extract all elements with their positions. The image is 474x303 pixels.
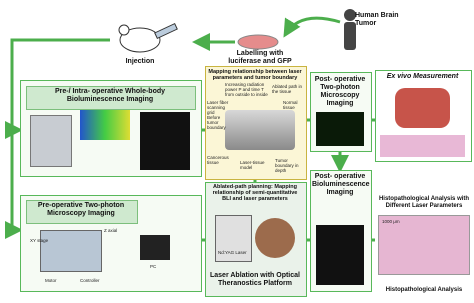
label: Post- operative Bioluminescence Imaging bbox=[312, 173, 370, 196]
annotation: Z axial bbox=[104, 228, 118, 233]
annotation: Cancerous tissue bbox=[207, 155, 229, 165]
label: Labelling with luciferase and GFP bbox=[228, 50, 292, 65]
label: Pre-operative Two-photon Microscopy Imag… bbox=[37, 202, 125, 217]
label: Pre-/ Intra- operative Whole-body Biolum… bbox=[54, 88, 166, 103]
label: Injection bbox=[125, 58, 155, 65]
annotation: Increasing radiation power P and time T … bbox=[225, 82, 268, 97]
label: Human Brain Tumor bbox=[355, 12, 399, 27]
annotation: PC bbox=[150, 264, 157, 269]
annotation: Controller bbox=[80, 278, 100, 283]
label: Mapping relationship between laser param… bbox=[208, 69, 302, 81]
tissue-image bbox=[395, 88, 450, 128]
laser-image bbox=[215, 215, 252, 262]
annotation: Laser fiber scanning grid bbox=[207, 100, 229, 115]
annotation: 1000 μm bbox=[382, 219, 400, 224]
histology-image bbox=[378, 215, 470, 275]
annotation: Ablated path in the tissue bbox=[272, 84, 303, 94]
panel-header bbox=[26, 86, 196, 110]
label: Ex vivo Measurement bbox=[386, 73, 459, 80]
annotation: Motor bbox=[45, 278, 57, 283]
annotation: Laser-tissue model bbox=[240, 160, 265, 170]
model-image bbox=[225, 110, 295, 150]
histology-image bbox=[380, 135, 465, 157]
label: Histopathological Analysis bbox=[385, 287, 463, 293]
annotation: Tumor boundary in depth bbox=[275, 158, 299, 173]
label: Ablated-path planning: Mapping relations… bbox=[212, 184, 298, 202]
annotation: Nd:YAG Laser bbox=[218, 250, 247, 255]
imager-image bbox=[30, 115, 72, 167]
annotation: XY stage bbox=[30, 238, 49, 243]
microscopy-image bbox=[316, 112, 364, 146]
ablation-image bbox=[255, 218, 295, 258]
bli-post-image bbox=[316, 225, 364, 285]
label: Histopathological Analysis with Differen… bbox=[378, 196, 470, 209]
annotation: Before tumor boundary bbox=[207, 115, 226, 130]
pc-image bbox=[140, 235, 170, 260]
microscope-image bbox=[40, 230, 102, 272]
annotation: Normal tissue bbox=[283, 100, 298, 110]
bli-image bbox=[80, 110, 130, 140]
label: Laser Ablation with Optical Theranostics… bbox=[210, 272, 300, 287]
label: Post- operative Two-photon Microscopy Im… bbox=[314, 76, 366, 107]
mouse-bli-image bbox=[140, 112, 190, 170]
panel-header bbox=[26, 200, 138, 224]
